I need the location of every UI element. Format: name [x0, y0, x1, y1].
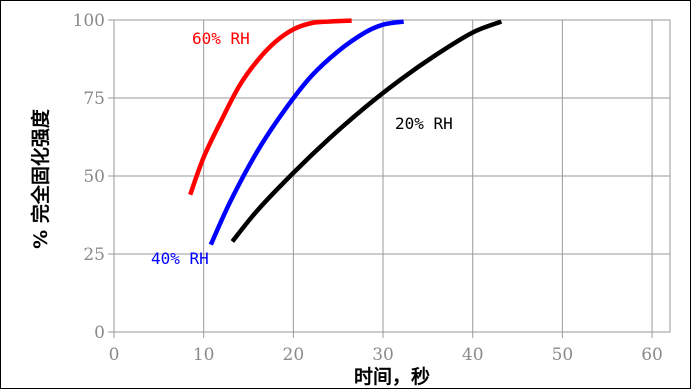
series-line-2: [230, 19, 503, 243]
x-tick-label: 30: [372, 345, 394, 365]
series-label-1: 40% RH: [151, 249, 209, 268]
x-tick-label: 60: [641, 345, 663, 365]
x-tick-label: 40: [462, 345, 484, 365]
series-label-2: 20% RH: [395, 114, 453, 133]
series-line-0: [188, 18, 352, 196]
y-tick-label: 50: [83, 167, 105, 187]
series-lines: [188, 18, 503, 246]
x-tick-label: 50: [552, 345, 574, 365]
y-axis-label: % 完全固化强度: [29, 108, 52, 249]
x-tick-label: 0: [109, 345, 120, 365]
series-annotations: 60% RH 40% RH 20% RH: [151, 29, 453, 268]
series-label-0: 60% RH: [192, 29, 250, 48]
y-tick-label: 25: [83, 245, 105, 265]
x-tick-label: 20: [283, 345, 305, 365]
tick-labels: 0 10 20 30 40 50 60 0 25 50 75 100: [73, 11, 663, 365]
y-tick-label: 75: [83, 89, 105, 109]
y-tick-label: 0: [94, 323, 105, 343]
y-tick-label: 100: [73, 11, 105, 31]
x-axis-label: 时间，秒: [354, 365, 430, 388]
grid-lines: [108, 19, 671, 338]
series-line-1: [208, 19, 404, 246]
x-tick-label: 10: [193, 345, 215, 365]
